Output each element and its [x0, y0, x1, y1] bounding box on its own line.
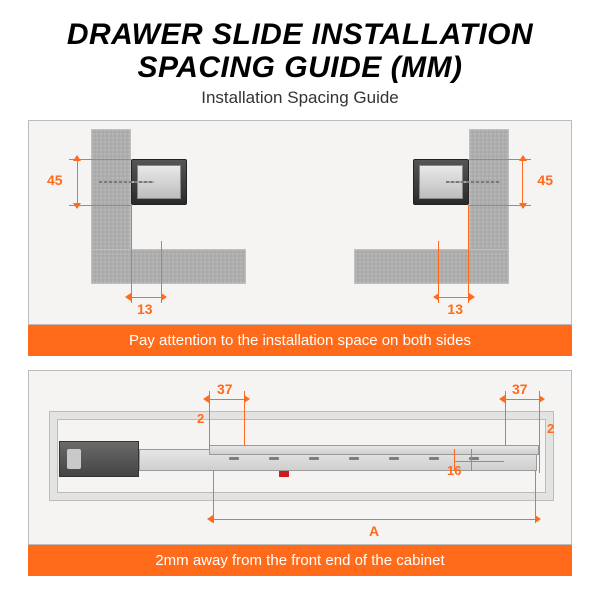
- dimline-left-45: [77, 159, 78, 205]
- dim-left-13: 13: [137, 301, 153, 317]
- panel-cross-section: 45 13 45 13: [28, 120, 572, 325]
- page-title: DRAWER SLIDE INSTALLATION SPACING GUIDE …: [28, 18, 572, 84]
- caption-top: Pay attention to the installation space …: [28, 325, 572, 356]
- slide-rail-upper: [209, 445, 539, 455]
- handle-icon: [67, 449, 81, 469]
- page-subtitle: Installation Spacing Guide: [28, 88, 572, 108]
- dim-right-13: 13: [447, 301, 463, 317]
- screw-right: [446, 181, 501, 183]
- wall-right-horizontal: [354, 249, 509, 284]
- dim-left-45: 45: [47, 172, 63, 188]
- dimline-right-13: [439, 297, 469, 298]
- dim-front-2: 2: [197, 411, 204, 426]
- dimline-A: [213, 519, 535, 520]
- dimline-left-13: [131, 297, 161, 298]
- dimline-right-45: [522, 159, 523, 205]
- dim-16: 16: [447, 463, 461, 478]
- dim-front-37: 37: [217, 381, 233, 397]
- dim-A: A: [369, 523, 379, 539]
- panel-side-view: 37 2 37 2 16 A: [28, 370, 572, 545]
- screw-left: [99, 181, 154, 183]
- caption-bottom: 2mm away from the front end of the cabin…: [28, 545, 572, 576]
- dim-rear-2: 2: [547, 421, 554, 436]
- wall-left-horizontal: [91, 249, 246, 284]
- release-tab-icon: [279, 471, 289, 477]
- title-line-1: DRAWER SLIDE INSTALLATION: [67, 18, 533, 51]
- title-line-2: SPACING GUIDE (MM): [137, 51, 462, 84]
- dim-rear-37: 37: [512, 381, 528, 397]
- dim-right-45: 45: [537, 172, 553, 188]
